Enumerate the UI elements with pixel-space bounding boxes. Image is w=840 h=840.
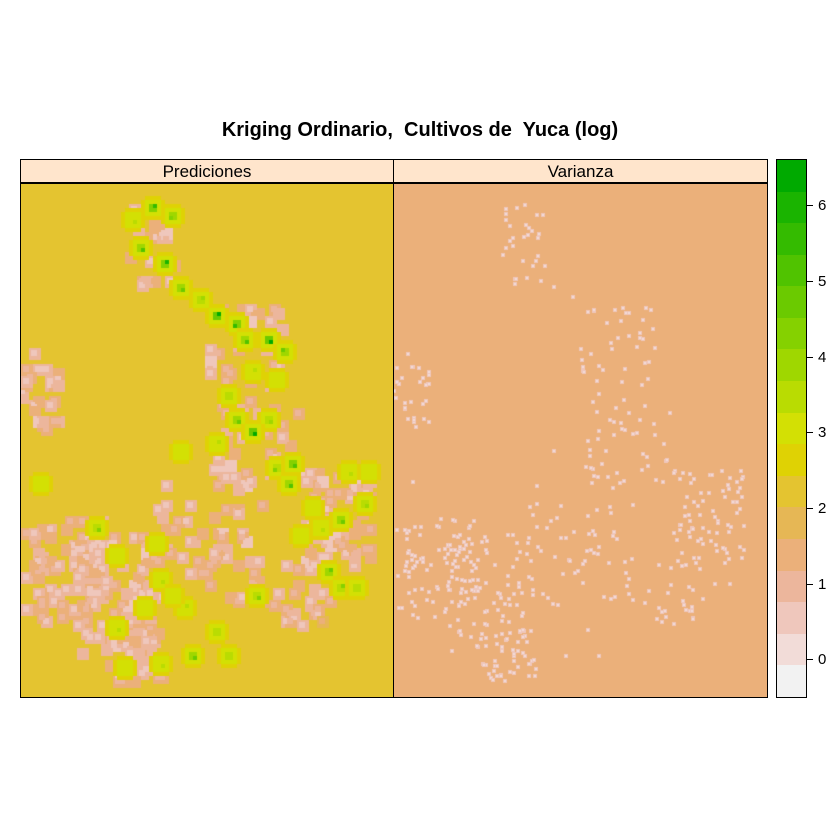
color-key-tick bbox=[807, 432, 813, 433]
color-key-tick bbox=[807, 205, 813, 206]
panel-prediciones bbox=[20, 183, 394, 698]
color-key bbox=[776, 159, 807, 698]
color-key-tick-label: 3 bbox=[818, 424, 827, 441]
color-key-tick bbox=[807, 659, 813, 660]
color-key-swatch bbox=[777, 286, 806, 318]
color-key-swatch bbox=[777, 538, 806, 571]
chart-title: Kriging Ordinario, Cultivos de Yuca (log… bbox=[221, 119, 619, 141]
color-key-tick-label: 6 bbox=[818, 197, 827, 214]
color-key-tick-label: 4 bbox=[818, 349, 827, 366]
color-key-tick-label: 1 bbox=[818, 576, 827, 593]
color-key-tick bbox=[807, 508, 813, 509]
color-key-swatch bbox=[777, 444, 806, 476]
color-key-swatch bbox=[777, 223, 806, 255]
color-key-swatch bbox=[777, 412, 806, 445]
color-key-tick bbox=[807, 357, 813, 358]
color-key-tick-label: 2 bbox=[818, 500, 827, 517]
color-key-swatch bbox=[777, 570, 806, 603]
panel-strip-varianza: Varianza bbox=[393, 159, 768, 183]
variance-heatmap bbox=[394, 184, 767, 697]
color-key-swatch bbox=[777, 191, 806, 224]
color-key-swatch bbox=[777, 633, 806, 666]
prediction-heatmap bbox=[21, 184, 393, 697]
panel-varianza bbox=[393, 183, 768, 698]
color-key-tick-label: 5 bbox=[818, 273, 827, 290]
color-key-swatch bbox=[777, 317, 806, 350]
color-key-tick-label: 0 bbox=[818, 651, 827, 668]
color-key-swatch bbox=[777, 475, 806, 508]
color-key-swatch bbox=[777, 349, 806, 382]
color-key-swatch bbox=[777, 602, 806, 634]
panel-strip-prediciones: Prediciones bbox=[20, 159, 394, 183]
color-key-swatch bbox=[777, 665, 806, 697]
color-key-swatch bbox=[777, 160, 806, 192]
color-key-tick bbox=[807, 584, 813, 585]
color-key-swatch bbox=[777, 254, 806, 287]
color-key-swatch bbox=[777, 381, 806, 413]
color-key-tick bbox=[807, 281, 813, 282]
color-key-swatch bbox=[777, 507, 806, 539]
